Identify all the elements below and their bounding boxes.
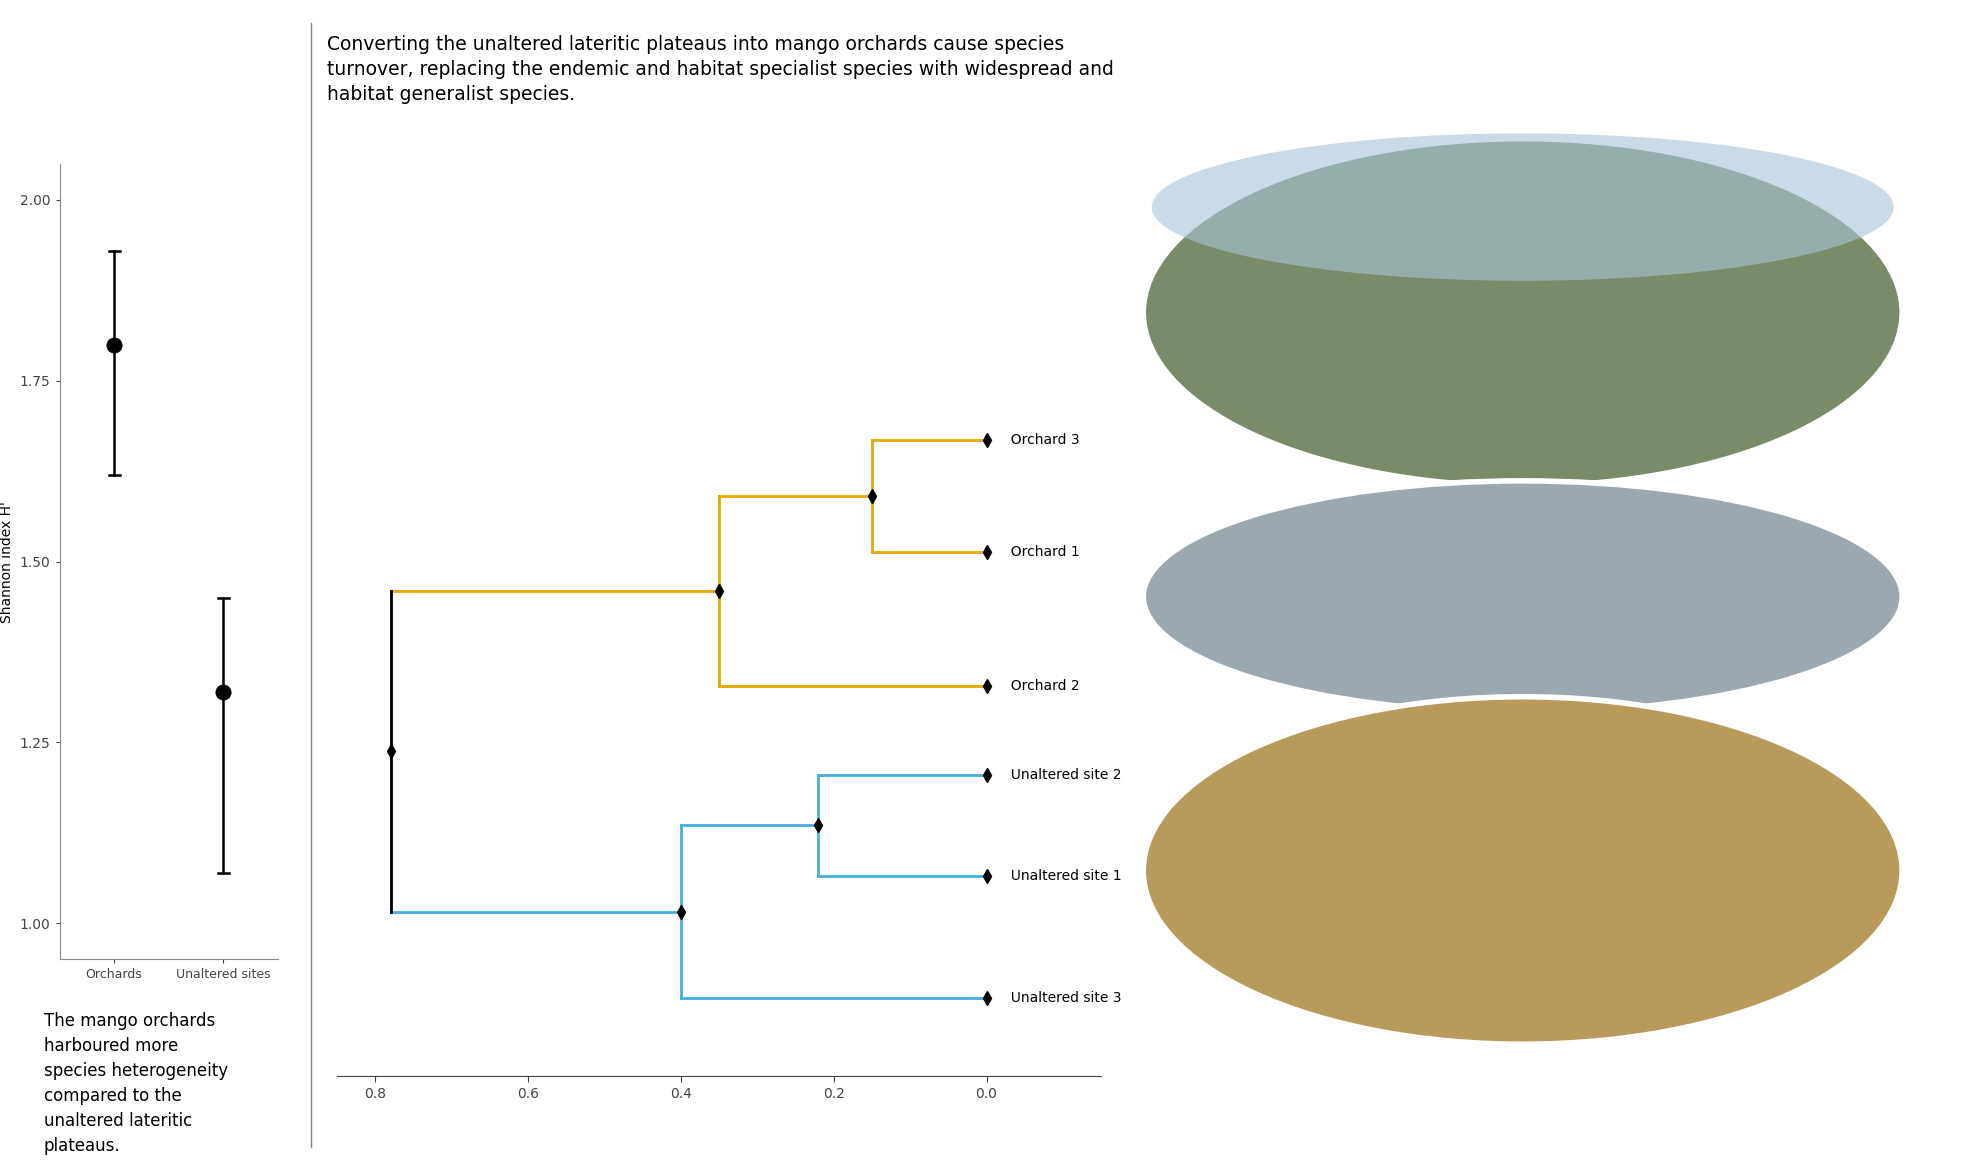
Text: Orchard 2: Orchard 2	[1002, 679, 1079, 693]
Text: Unaltered site 1: Unaltered site 1	[1002, 868, 1121, 882]
Ellipse shape	[1143, 481, 1903, 713]
Ellipse shape	[1151, 133, 1893, 281]
Ellipse shape	[1143, 138, 1903, 487]
Text: Converting the unaltered lateritic plateaus into mango orchards cause species
tu: Converting the unaltered lateritic plate…	[327, 35, 1115, 104]
Y-axis label: Shannon index H': Shannon index H'	[0, 501, 14, 622]
Text: The mango orchards
harboured more
species heterogeneity
compared to the
unaltere: The mango orchards harboured more specie…	[44, 1012, 228, 1155]
Text: Unaltered site 3: Unaltered site 3	[1002, 991, 1121, 1005]
Ellipse shape	[1143, 697, 1903, 1045]
Text: Unaltered site 2: Unaltered site 2	[1002, 768, 1121, 782]
Text: Orchard 3: Orchard 3	[1002, 433, 1079, 447]
Text: Orchard 1: Orchard 1	[1002, 545, 1079, 559]
